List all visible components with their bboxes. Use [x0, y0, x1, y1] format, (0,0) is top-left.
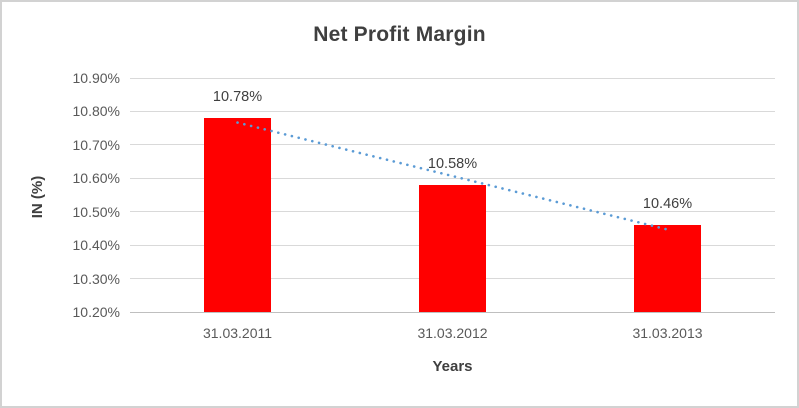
- y-tick-label: 10.60%: [72, 170, 120, 187]
- y-tick-label: 10.50%: [72, 203, 120, 220]
- x-category-label: 31.03.2013: [632, 325, 703, 341]
- x-category-label: 31.03.2011: [202, 325, 273, 341]
- x-axis-line: [130, 311, 775, 313]
- chart-title: Net Profit Margin: [313, 23, 486, 46]
- bar-data-label: 10.58%: [427, 155, 478, 172]
- y-gridline: [130, 110, 775, 112]
- bar: [634, 225, 701, 312]
- y-tick-label: 10.90%: [72, 70, 120, 86]
- bar: [204, 118, 271, 312]
- bar-data-label: 10.78%: [212, 89, 263, 106]
- y-tick-label: 10.30%: [72, 270, 120, 287]
- y-tick-label: 10.40%: [72, 237, 120, 254]
- x-category-label: 31.03.2012: [417, 325, 488, 341]
- bar: [419, 184, 486, 312]
- bar-data-label: 10.46%: [642, 196, 693, 213]
- y-tick-label: 10.80%: [72, 103, 120, 120]
- y-tick-label: 10.20%: [72, 304, 120, 320]
- y-axis-title: IN (%): [29, 175, 46, 219]
- y-gridline: [130, 77, 775, 79]
- x-axis-title: Years: [432, 358, 473, 375]
- y-tick-label: 10.70%: [72, 136, 120, 153]
